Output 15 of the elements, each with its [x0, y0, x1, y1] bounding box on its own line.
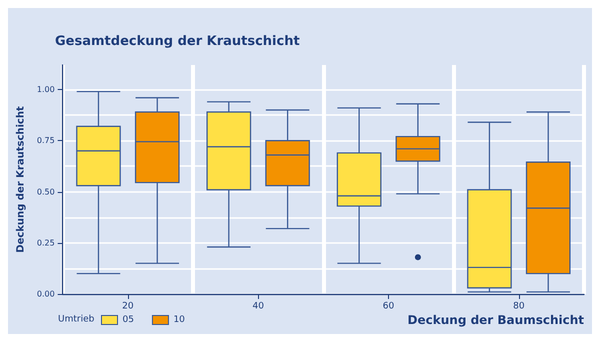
y-tick-label: 1.00	[36, 85, 55, 94]
legend-title: Umtrieb	[58, 314, 95, 324]
x-tick-label: 20	[122, 302, 134, 312]
y-axis-title: Deckung der Krautschicht	[16, 106, 26, 253]
legend-label: 10	[173, 315, 186, 325]
x-axis-title: Deckung der Baumschicht	[408, 313, 584, 327]
y-tick-label: 0.25	[36, 238, 55, 248]
legend-label: 05	[122, 315, 134, 325]
y-tick-label: 0.75	[36, 136, 55, 146]
chart-title: Gesamtdeckung der Krautschicht	[55, 34, 300, 49]
y-tick-label: 0.00	[36, 290, 55, 298]
x-tick-label: 80	[513, 302, 525, 312]
x-tick-label: 40	[252, 302, 264, 312]
y-tick-label: 0.50	[36, 187, 55, 196]
x-tick-label: 60	[382, 302, 395, 312]
